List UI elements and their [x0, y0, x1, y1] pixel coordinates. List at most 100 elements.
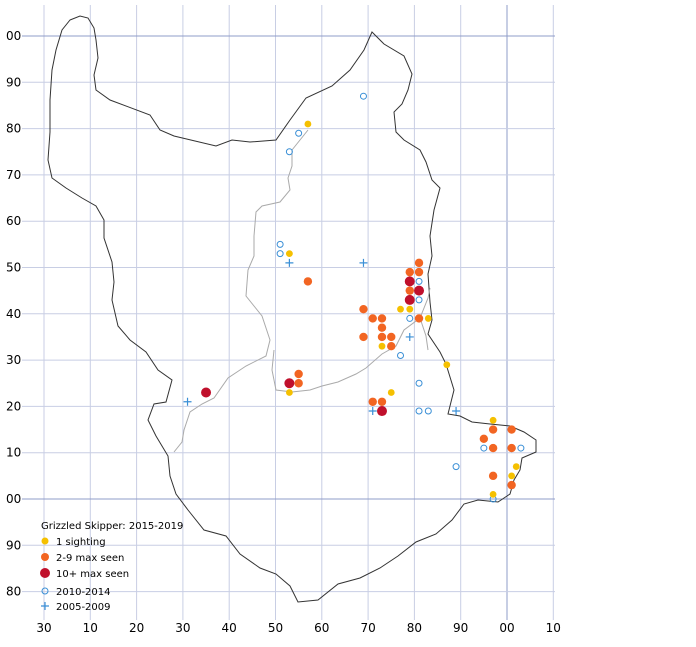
record-1-sighting-marker	[489, 490, 497, 498]
x-axis-label: 60	[314, 621, 329, 635]
x-axis-labels: 30 10 20 30 40 50 60 70 80 90 00 10	[36, 621, 561, 635]
record-2-9-max-marker	[488, 443, 498, 453]
record-2-9-max-marker	[414, 267, 424, 277]
record-2010-2014-marker	[295, 129, 303, 137]
record-10-plus-marker	[376, 406, 387, 417]
record-2-9-max-marker	[377, 397, 387, 406]
record-2010-2014-marker	[415, 379, 423, 387]
record-2010-2014-marker	[276, 250, 284, 258]
record-2010-2014-marker	[359, 92, 367, 100]
y-axis-label: 20	[6, 399, 21, 413]
y-axis-label: 00	[6, 29, 21, 43]
record-2-9-max-marker	[507, 425, 516, 434]
grid-lines	[22, 5, 555, 620]
legend-plus-icon	[41, 602, 49, 610]
district-outline	[173, 129, 431, 453]
record-2010-2014-marker	[424, 407, 432, 415]
records-10-plus-max	[201, 276, 425, 417]
legend-item-2010-2014: 2010-2014	[41, 587, 111, 598]
record-1-sighting-marker	[512, 463, 520, 470]
record-2-9-max-marker	[488, 425, 498, 434]
record-2-9-max-marker	[377, 314, 387, 323]
record-1-sighting-marker	[508, 472, 516, 480]
legend-open-circle-icon	[41, 587, 49, 595]
y-axis-label: 10	[6, 446, 21, 460]
record-2010-2014-marker	[517, 444, 525, 452]
legend-red-dot-icon	[40, 568, 50, 578]
record-1-sighting-marker	[387, 389, 395, 396]
records-1-sighting	[285, 120, 520, 498]
legend-title: Grizzled Skipper: 2015-2019	[41, 521, 183, 532]
record-2005-2009-marker	[368, 407, 377, 416]
y-axis-label: 40	[6, 307, 21, 321]
record-2010-2014-marker	[285, 148, 293, 156]
record-1-sighting-marker	[443, 361, 451, 369]
county-boundary	[47, 15, 537, 603]
record-1-sighting-marker	[424, 315, 432, 322]
record-2-9-max-marker	[368, 314, 377, 323]
record-2-9-max-marker	[507, 480, 516, 490]
legend-label: 2005-2009	[56, 602, 111, 613]
record-1-sighting-marker	[397, 305, 404, 313]
x-axis-label: 30	[175, 621, 190, 635]
record-2-9-max-marker	[387, 342, 396, 351]
record-1-sighting-marker	[285, 389, 293, 396]
y-axis-label: 80	[6, 585, 21, 599]
record-2-9-max-marker	[405, 267, 414, 277]
record-2010-2014-marker	[415, 296, 423, 304]
x-axis-label: 90	[453, 621, 468, 635]
record-2-9-max-marker	[405, 286, 414, 295]
record-1-sighting-marker	[285, 250, 293, 258]
record-2-9-max-marker	[377, 323, 387, 332]
record-2010-2014-marker	[415, 407, 423, 415]
record-2-9-max-marker	[479, 434, 489, 444]
legend-label: 2010-2014	[56, 587, 111, 598]
y-axis-label: 90	[6, 75, 21, 89]
record-2005-2009-marker	[452, 407, 461, 416]
x-axis-label: 40	[222, 621, 237, 635]
x-axis-label: 10	[546, 621, 561, 635]
record-2005-2009-marker	[285, 258, 294, 267]
y-axis-label: 90	[6, 538, 21, 552]
x-axis-label: 30	[36, 621, 51, 635]
legend-label: 2-9 max seen	[56, 553, 124, 564]
record-2-9-max-marker	[377, 332, 387, 342]
y-axis-label: 70	[6, 168, 21, 182]
record-2010-2014-marker	[397, 351, 405, 359]
x-axis-label: 00	[499, 621, 514, 635]
legend-item-1-sighting: 1 sighting	[41, 537, 106, 548]
record-10-plus-marker	[404, 294, 415, 305]
legend-yellow-dot-icon	[41, 537, 49, 545]
legend-orange-dot-icon	[41, 553, 49, 561]
record-2010-2014-marker	[452, 463, 460, 471]
x-axis-label: 70	[360, 621, 375, 635]
y-axis-label: 80	[6, 122, 21, 136]
legend-label: 1 sighting	[56, 537, 106, 548]
record-2005-2009-marker	[359, 258, 368, 267]
record-1-sighting-marker	[406, 305, 414, 313]
x-axis-label: 50	[268, 621, 283, 635]
record-2-9-max-marker	[488, 471, 498, 481]
record-2-9-max-marker	[387, 332, 396, 342]
record-2-9-max-marker	[414, 314, 424, 323]
y-axis-labels: 00 90 80 70 60 50 40 30 20 10 00 90 80	[6, 29, 21, 599]
record-1-sighting-marker	[304, 120, 312, 128]
record-2-9-max-marker	[294, 369, 303, 379]
y-axis-label: 60	[6, 214, 21, 228]
record-2005-2009-marker	[405, 332, 414, 341]
record-2005-2009-marker	[183, 397, 192, 406]
record-2-9-max-marker	[294, 379, 303, 388]
records-2-9-max	[294, 258, 516, 490]
record-2-9-max-marker	[507, 443, 516, 453]
legend-item-10-plus-max-seen: 10+ max seen	[40, 568, 129, 580]
records-2010-2014	[276, 92, 525, 503]
record-1-sighting-marker	[378, 342, 386, 350]
map-legend: Grizzled Skipper: 2015-2019 1 sighting 2…	[40, 521, 183, 613]
record-2-9-max-marker	[368, 397, 377, 406]
record-2010-2014-marker	[415, 277, 423, 285]
record-2010-2014-marker	[406, 314, 414, 322]
y-axis-label: 50	[6, 261, 21, 275]
record-2-9-max-marker	[359, 332, 368, 342]
legend-item-2-9-max-seen: 2-9 max seen	[41, 553, 124, 564]
